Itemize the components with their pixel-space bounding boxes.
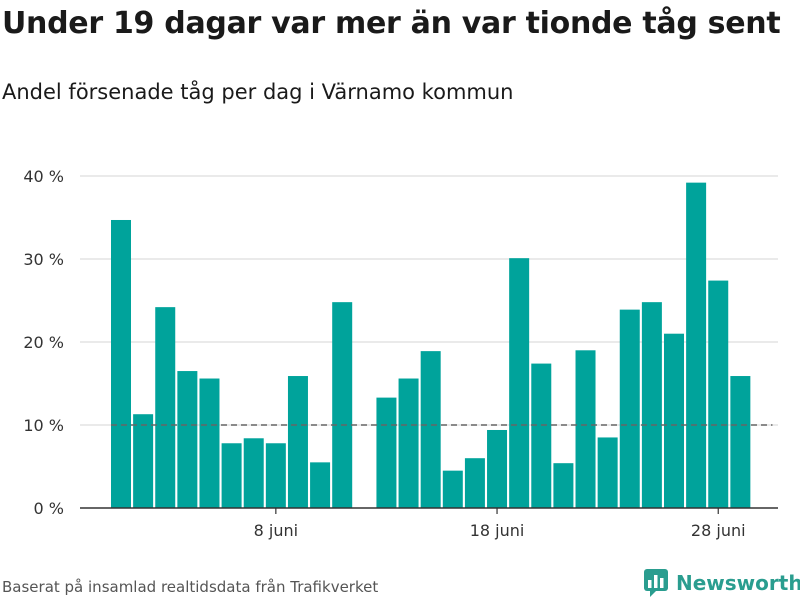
axes: 0 % 10 % 20 % 30 % 40 % 8 juni 18 juni 28 juni	[23, 167, 778, 540]
bar	[155, 307, 176, 508]
y-tick-label: 0 %	[34, 499, 64, 518]
y-tick-label: 30 %	[23, 250, 64, 269]
bar	[265, 443, 286, 508]
bar	[619, 309, 640, 508]
x-tick-label: 18 juni	[470, 521, 525, 540]
bar	[243, 438, 264, 508]
bar-chart: 0 % 10 % 20 % 30 % 40 % 8 juni 18 juni 28 juni	[23, 167, 778, 540]
bar	[553, 463, 574, 508]
bar	[287, 376, 308, 508]
bar	[199, 378, 220, 508]
bar	[509, 258, 530, 508]
y-tick-label: 40 %	[23, 167, 64, 186]
bar	[531, 363, 552, 508]
bar	[398, 378, 419, 508]
bar	[177, 371, 198, 508]
bar	[442, 470, 463, 508]
bar	[464, 458, 485, 508]
y-tick-label: 10 %	[23, 416, 64, 435]
newsworthy-logo-icon	[644, 569, 668, 597]
source-note: Baserat på insamlad realtidsdata från Tr…	[2, 578, 379, 596]
bar	[221, 443, 242, 508]
bar	[133, 414, 154, 508]
bar	[332, 302, 353, 508]
bar	[641, 302, 662, 508]
chart-title: Under 19 dagar var mer än var tionde tåg…	[2, 6, 781, 41]
bar	[708, 280, 729, 508]
bar	[487, 429, 508, 508]
y-tick-label: 20 %	[23, 333, 64, 352]
chart-subtitle: Andel försenade tåg per dag i Värnamo ko…	[2, 80, 514, 104]
bar	[730, 376, 751, 508]
bar	[310, 462, 331, 508]
brand-logo[interactable]: Newsworthy	[644, 569, 800, 597]
bar	[597, 437, 618, 508]
bar	[111, 219, 131, 509]
x-tick-label: 8 juni	[254, 521, 298, 540]
bars	[111, 182, 751, 509]
bar	[686, 182, 707, 508]
brand-name: Newsworthy	[676, 571, 800, 595]
bar	[664, 333, 684, 508]
bar	[575, 350, 596, 508]
bar	[376, 397, 397, 508]
bar	[420, 351, 441, 508]
x-tick-label: 28 juni	[691, 521, 746, 540]
